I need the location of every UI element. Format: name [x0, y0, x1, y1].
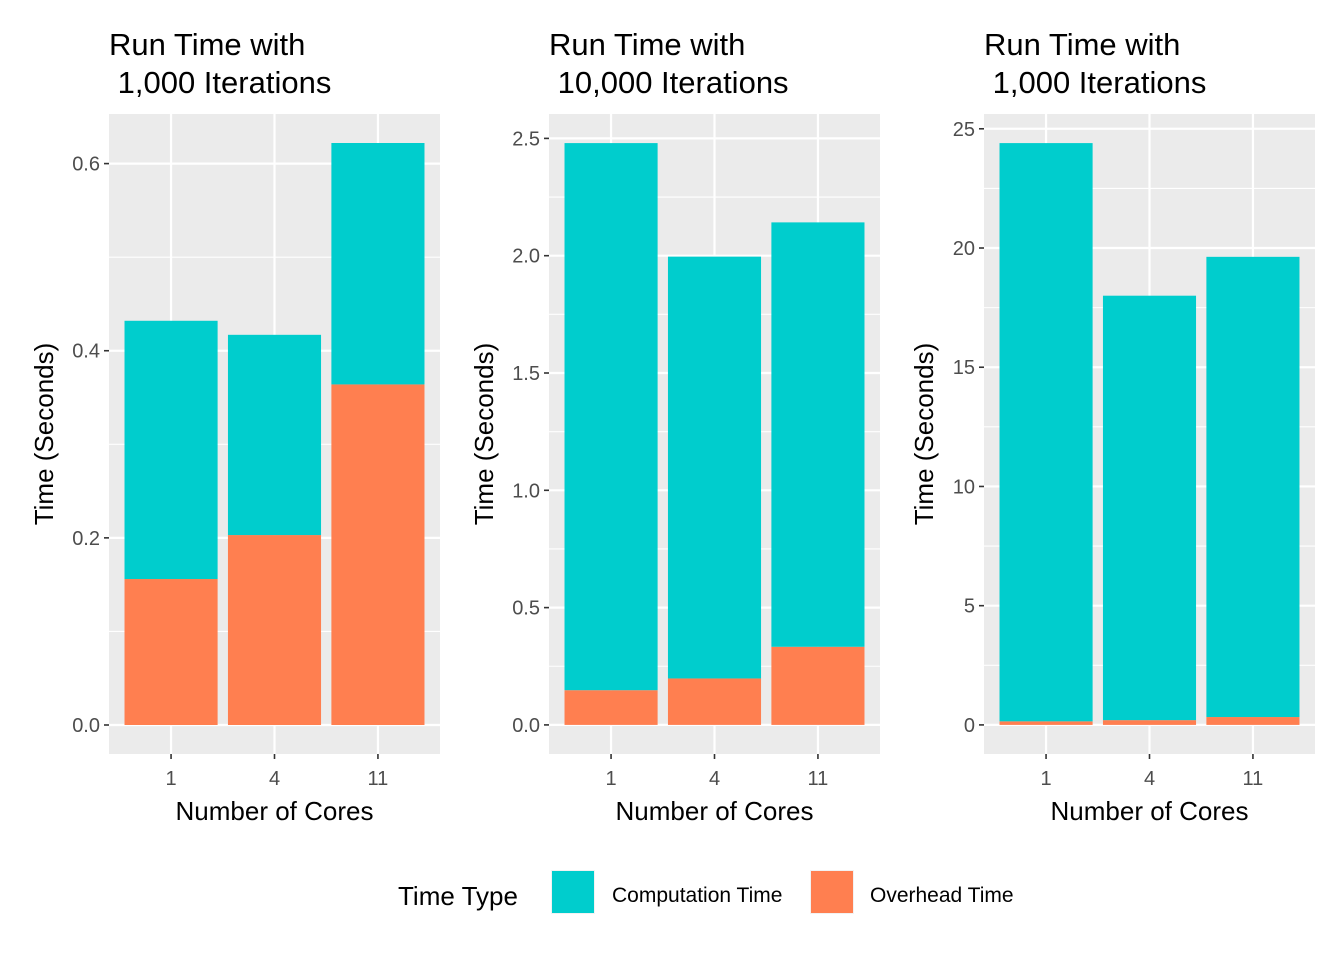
y-tick-label: 1.5: [512, 363, 540, 385]
legend-label: Overhead Time: [870, 884, 1014, 907]
x-tick-label: 11: [1243, 768, 1264, 790]
y-tick-label: 0.0: [512, 715, 540, 737]
y-tick-label: 0.4: [72, 341, 100, 363]
panel-2: 0.0 0.5 1.0 1.5 2.0 2.5 1 4 11 Number of Cores Tim…: [469, 27, 880, 826]
chart-title-line: 1,000 Iterations: [984, 65, 1206, 100]
x-tick-label: 1: [166, 768, 177, 790]
chart-title: Run Time with 1,000 Iterations: [109, 27, 331, 100]
y-tick-label: 10: [953, 476, 975, 498]
chart-title-line: Run Time with: [984, 27, 1180, 62]
bar-computation-time-11: [771, 222, 865, 647]
bar-overhead-time-4: [667, 678, 762, 725]
legend-label: Computation Time: [612, 884, 782, 907]
y-axis-title: Time (Seconds): [29, 343, 59, 526]
bar-computation-time-1: [124, 320, 218, 580]
y-tick-label: 1.0: [512, 480, 540, 502]
panel-3: 0 5 10 15 20 25 1 4 11 Number of Cores Time (Secon…: [909, 27, 1315, 826]
y-tick-label: 20: [953, 238, 975, 260]
x-tick-label: 4: [709, 768, 720, 790]
x-axis-title: Number of Cores: [176, 796, 374, 826]
chart-title: Run Time with 10,000 Iterations: [549, 27, 789, 100]
x-tick-label: 11: [808, 768, 829, 790]
bar-overhead-time-11: [331, 384, 425, 725]
y-tick-label: 5: [964, 596, 975, 618]
y-axis-title: Time (Seconds): [909, 343, 939, 526]
bar-computation-time-1: [999, 143, 1093, 722]
chart-title: Run Time with 1,000 Iterations: [984, 27, 1206, 100]
bar-overhead-time-1: [564, 690, 658, 725]
chart-title-line: 1,000 Iterations: [109, 65, 331, 100]
legend: Time Type Computation Time Overhead Time: [398, 870, 1014, 914]
legend-title: Time Type: [398, 881, 518, 911]
bar-computation-time-11: [1206, 256, 1300, 718]
bar-computation-time-4: [667, 256, 762, 679]
chart-title-line: Run Time with: [549, 27, 745, 62]
x-tick-label: 11: [368, 768, 389, 790]
bar-overhead-time-4: [227, 535, 322, 725]
x-tick-label: 4: [269, 768, 280, 790]
panel-1: 0.0 0.2 0.4 0.6 1 4 11 Number of Cores Time (Sec…: [29, 27, 440, 826]
y-tick-label: 0.5: [512, 598, 540, 620]
y-tick-label: 15: [953, 357, 975, 379]
legend-key-computation-time: [552, 871, 594, 913]
chart-title-line: Run Time with: [109, 27, 305, 62]
bar-overhead-time-1: [999, 721, 1093, 725]
y-tick-label: 2.5: [512, 128, 540, 150]
y-axis-title: Time (Seconds): [469, 343, 499, 526]
x-tick-label: 4: [1144, 768, 1155, 790]
bar-computation-time-11: [331, 143, 425, 385]
y-tick-label: 2.0: [512, 246, 540, 268]
legend-key-overhead-time: [811, 871, 853, 913]
x-axis-title: Number of Cores: [1051, 796, 1249, 826]
bar-computation-time-4: [1102, 295, 1197, 721]
y-tick-label: 0.2: [72, 528, 100, 550]
x-axis-title: Number of Cores: [616, 796, 814, 826]
x-tick-label: 1: [1041, 768, 1052, 790]
y-tick-label: 0: [964, 715, 975, 737]
bar-overhead-time-4: [1102, 720, 1197, 725]
y-tick-label: 0.6: [72, 154, 100, 176]
y-tick-label: 0.0: [72, 715, 100, 737]
bar-overhead-time-11: [1206, 717, 1300, 725]
y-tick-label: 25: [953, 119, 975, 141]
bar-computation-time-1: [564, 143, 658, 691]
x-tick-label: 1: [606, 768, 617, 790]
bar-overhead-time-11: [771, 646, 865, 725]
bar-overhead-time-1: [124, 579, 218, 725]
chart-title-line: 10,000 Iterations: [549, 65, 789, 100]
bar-computation-time-4: [227, 334, 322, 536]
